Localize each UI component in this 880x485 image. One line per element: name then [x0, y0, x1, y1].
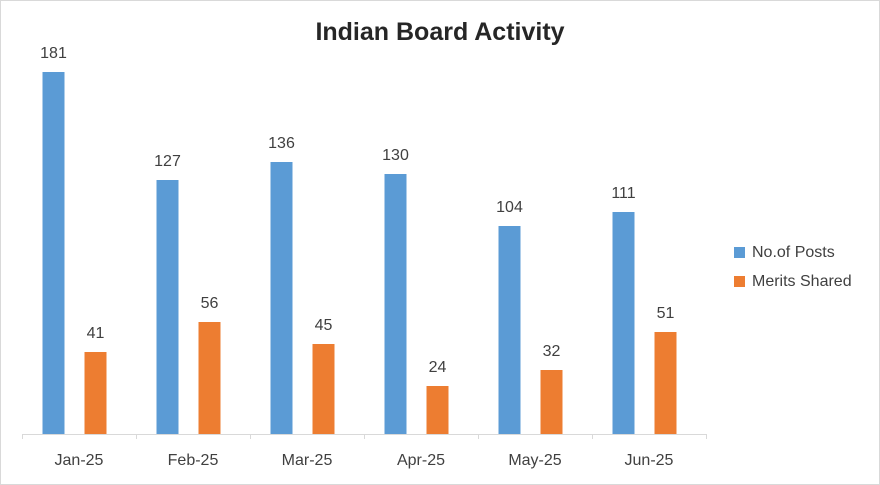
- x-tick-label: Jun-25: [625, 452, 674, 469]
- legend-swatch-merits: [734, 276, 745, 287]
- legend: No.of Posts Merits Shared: [734, 238, 852, 296]
- data-label-posts: 111: [611, 185, 635, 202]
- x-tick-label: Apr-25: [397, 452, 445, 469]
- x-tick-label: May-25: [508, 452, 561, 469]
- bar-merits: [312, 344, 335, 434]
- bar-posts: [42, 72, 65, 434]
- bar-merits: [540, 370, 563, 434]
- bar-posts: [270, 162, 293, 434]
- chart-title: Indian Board Activity: [315, 18, 565, 46]
- data-label-merits: 24: [429, 359, 447, 376]
- data-label-merits: 56: [201, 295, 219, 312]
- bar-posts: [498, 226, 521, 434]
- bar-merits: [198, 322, 221, 434]
- x-tick-label: Mar-25: [282, 452, 333, 469]
- bar-posts: [156, 180, 179, 434]
- data-label-posts: 181: [40, 45, 67, 62]
- data-label-merits: 32: [543, 343, 561, 360]
- data-label-posts: 136: [268, 135, 295, 152]
- x-tick-label: Feb-25: [168, 452, 219, 469]
- data-label-posts: 104: [496, 199, 523, 216]
- data-label-merits: 51: [657, 305, 675, 322]
- bar-posts: [384, 174, 407, 434]
- data-label-posts: 127: [154, 153, 181, 170]
- bar-merits: [426, 386, 449, 434]
- x-tick-label: Jan-25: [55, 452, 104, 469]
- data-label-merits: 45: [315, 317, 333, 334]
- legend-label-merits: Merits Shared: [752, 272, 852, 290]
- legend-label-posts: No.of Posts: [752, 243, 835, 261]
- legend-item-posts: No.of Posts: [734, 238, 852, 267]
- data-label-posts: 130: [382, 147, 409, 164]
- legend-swatch-posts: [734, 247, 745, 258]
- legend-item-merits: Merits Shared: [734, 267, 852, 296]
- data-label-merits: 41: [87, 325, 105, 342]
- bar-merits: [654, 332, 677, 434]
- bar-posts: [612, 212, 635, 434]
- bar-merits: [84, 352, 107, 434]
